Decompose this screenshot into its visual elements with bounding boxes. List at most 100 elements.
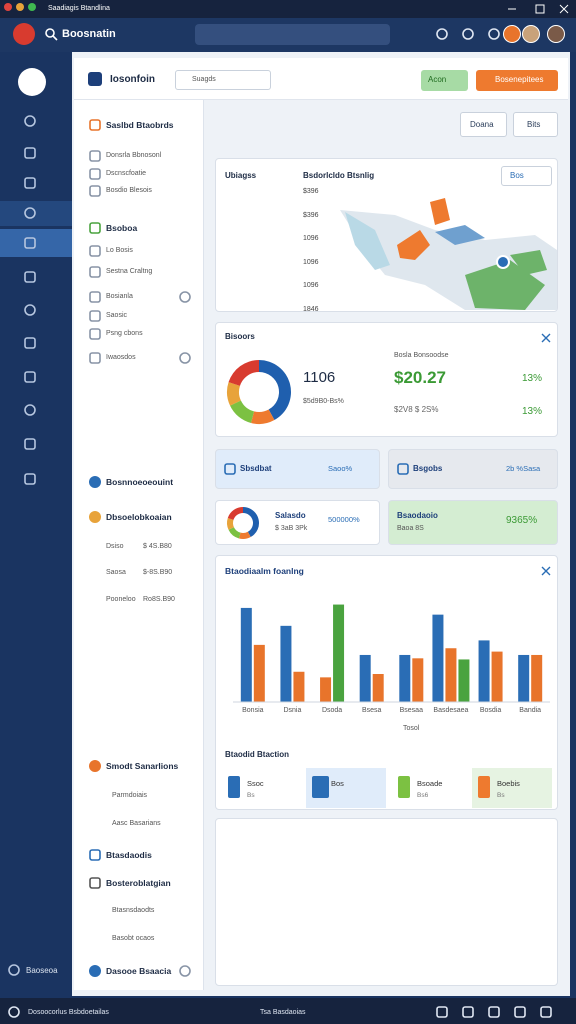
sidebar-item[interactable]: Donsrla Bbnosonl: [106, 152, 162, 159]
icon[interactable]: [461, 27, 475, 41]
icon[interactable]: [178, 351, 192, 365]
green-button[interactable]: [421, 70, 468, 91]
card: [215, 818, 558, 986]
donut-segment: [227, 382, 241, 406]
green-button-label[interactable]: Acon: [428, 75, 447, 84]
avatar[interactable]: [547, 25, 565, 43]
icon[interactable]: [23, 403, 37, 417]
sidebar-item[interactable]: Iwaosdos: [106, 354, 136, 361]
sub-number: $5d9B0-Bs%: [303, 398, 344, 405]
window-dot[interactable]: [28, 3, 36, 11]
icon[interactable]: [487, 1005, 501, 1019]
bar: [293, 671, 305, 702]
icon[interactable]: [178, 290, 192, 304]
sidebar-item[interactable]: Dbsoelobkoaian: [106, 512, 172, 522]
bar: [491, 651, 503, 702]
sidebar-item[interactable]: Saosic: [106, 312, 128, 319]
tile-icon: [312, 776, 329, 798]
icon[interactable]: [487, 27, 501, 41]
icon[interactable]: [23, 370, 37, 384]
button-1-label[interactable]: Doana: [470, 120, 494, 129]
x-tick-label: Bsesa: [362, 707, 382, 714]
icon: [89, 849, 101, 861]
sidebar-item[interactable]: Basobt ocaos: [112, 935, 155, 942]
percent: 13%: [522, 373, 543, 384]
icon[interactable]: [539, 1005, 553, 1019]
donut-segment: [251, 409, 275, 424]
kpi-sub: Baoa 8S: [397, 525, 424, 532]
icon[interactable]: [23, 303, 37, 317]
icon[interactable]: [435, 27, 449, 41]
sidebar-item[interactable]: Aasc Basarians: [112, 820, 161, 827]
icon: [89, 168, 101, 180]
sidebar-item[interactable]: Bsoboa: [106, 223, 138, 233]
button-1[interactable]: [460, 112, 507, 137]
icon[interactable]: [513, 1005, 527, 1019]
card: [388, 449, 558, 489]
orange-button-label[interactable]: Bosenepitees: [495, 75, 544, 84]
sidebar-item[interactable]: Lo Bosis: [106, 247, 133, 254]
sidebar-item[interactable]: Pooneloo: [106, 596, 136, 603]
bar: [458, 659, 470, 702]
icon-shape: [540, 1006, 552, 1018]
sidebar-item[interactable]: Bosnnoeoeouint: [106, 477, 174, 487]
kpi-title: Sbsdbat: [240, 464, 272, 473]
avatar[interactable]: [503, 25, 521, 43]
icon[interactable]: [7, 963, 21, 977]
sidebar-item[interactable]: Smodt Sanarlions: [106, 761, 179, 771]
icon[interactable]: [23, 114, 37, 128]
icon-shape: [24, 271, 36, 283]
icon[interactable]: [23, 437, 37, 451]
orange-button[interactable]: [476, 70, 558, 91]
icon[interactable]: [23, 270, 37, 284]
icon[interactable]: [23, 236, 37, 250]
map-dropdown[interactable]: [501, 166, 552, 186]
icon-shape: [24, 304, 36, 316]
icon-shape: [488, 1006, 500, 1018]
window-dot[interactable]: [4, 3, 12, 11]
bar: [253, 644, 265, 702]
window-dot[interactable]: [16, 3, 24, 11]
sidebar-item[interactable]: Dasooe Bsaacia: [106, 966, 172, 976]
sidebar-item[interactable]: Sestna Craltng: [106, 268, 153, 275]
icon[interactable]: [178, 964, 192, 978]
tile-icon: [398, 776, 410, 798]
icon[interactable]: [23, 472, 37, 486]
icon[interactable]: [461, 1005, 475, 1019]
sidebar-item[interactable]: Saslbd Btaobrds: [106, 120, 174, 130]
kpi-title: Bsgobs: [413, 464, 443, 473]
money-sub: $2V8 $ 2S%: [394, 405, 439, 414]
sidebar-item[interactable]: Bosteroblatgian: [106, 878, 171, 888]
sidebar-item[interactable]: Dsiso: [106, 543, 124, 550]
close-icon: [541, 566, 551, 576]
icon[interactable]: [435, 1005, 449, 1019]
icon[interactable]: [23, 176, 37, 190]
kpi-value: Saoo%: [328, 464, 353, 473]
icon: [89, 222, 101, 234]
sidebar-item[interactable]: Bosianla: [106, 293, 133, 300]
dropdown-label[interactable]: Suagds: [192, 76, 216, 83]
region: [510, 250, 547, 275]
icon[interactable]: [23, 336, 37, 350]
sidebar-item[interactable]: Saosa: [106, 569, 126, 576]
sidebar-item[interactable]: Btasnsdaodts: [112, 907, 155, 914]
sidebar-item[interactable]: Bosdio Blesois: [106, 187, 152, 194]
icon[interactable]: [23, 146, 37, 160]
icon: [89, 476, 101, 488]
search-box[interactable]: [195, 24, 390, 45]
donut: [227, 360, 291, 424]
sidebar-item[interactable]: Btasdaodis: [106, 850, 152, 860]
donut-segment: [228, 527, 241, 539]
dropdown[interactable]: [175, 70, 271, 90]
button-2-label[interactable]: Bits: [527, 120, 541, 129]
map-dropdown-label[interactable]: Bos: [510, 171, 524, 180]
sidebar-item[interactable]: Parmdoiais: [112, 792, 148, 799]
avatar[interactable]: [522, 25, 540, 43]
caption: Bosla Bonsoodse: [394, 352, 449, 359]
sidebar-item[interactable]: Psng cbons: [106, 330, 143, 337]
icon[interactable]: [23, 206, 37, 220]
button-2[interactable]: [513, 112, 558, 137]
sidebar-item[interactable]: Dscnscfoatie: [106, 170, 147, 177]
icon-shape: [24, 207, 36, 219]
